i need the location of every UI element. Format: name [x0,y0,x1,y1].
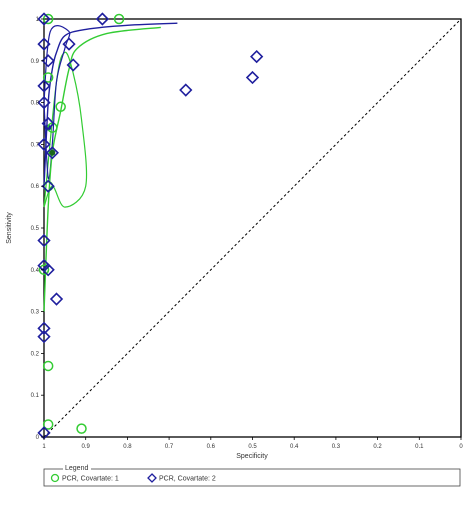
legend-item-2-marker [147,473,157,483]
legend-box [43,468,461,487]
x-tick-label: 0.4 [290,444,299,450]
x-axis-label: Specificity [236,453,268,460]
y-axis-ticks: 0 0.1 0.2 0.3 0.4 0.5 0.6 0.7 0.8 0.9 1 [31,17,44,441]
series-2-point [66,58,80,72]
y-tick-label: 0.8 [31,101,40,107]
reference-diagonal-line [43,18,462,438]
y-tick-label: 0.2 [31,351,40,357]
series-1-point [42,72,54,83]
x-tick-label: 0.9 [82,444,91,450]
legend-items: PCR, Covartate: 1 PCR, Covartate: 2 [50,473,216,483]
y-tick-label: 0.6 [31,184,40,190]
series-2-point [245,70,260,85]
series-1-point [55,101,66,113]
series-1-point [76,423,87,434]
y-tick-label: 0.9 [31,59,40,65]
confidence-contour-layer [43,25,88,208]
series-1-point [113,13,125,25]
series-2-point [95,12,110,26]
reference-line-layer [43,18,462,438]
series-2-point [37,330,51,344]
sroc-curve-layer [43,22,178,312]
series-2-point [37,321,51,335]
y-tick-label: 0 [36,435,40,441]
series-2-confidence-contour [43,25,71,180]
series-2-point [49,292,64,306]
y-tick-label: 0.7 [31,142,40,148]
legend-title-bg [63,464,91,472]
legend-title: Legend [65,465,88,472]
series-2-point [37,12,51,26]
y-tick-label: 1 [36,17,40,23]
series-2-point [37,95,51,110]
x-tick-label: 0 [459,444,463,450]
x-tick-label: 0.3 [332,444,341,450]
y-tick-label: 0.1 [31,393,40,399]
series-2-point [37,37,51,51]
series-2-point [37,137,51,152]
series-2-point [179,83,193,97]
series-2-point [41,263,55,277]
x-tick-label: 1 [42,444,46,450]
x-tick-label: 0.1 [415,444,424,450]
x-tick-label: 0.6 [207,444,216,450]
series-2-point [37,79,51,93]
legend-item-2-label: PCR, Covartate: 2 [159,476,216,483]
series-2-point [37,233,51,248]
legend-item-1-marker [50,473,60,483]
y-tick-label: 0.4 [31,268,40,274]
y-tick-label: 0.3 [31,310,40,316]
data-points-layer [37,12,264,440]
series-2-point [45,146,59,160]
series-2-point [41,54,55,68]
series-2-point [41,116,55,131]
series-2-point [250,49,264,64]
legend: Legend PCR, Covartate: 1 PCR, Covartate: … [43,464,461,487]
series-1-point [42,360,54,372]
series-1-summary-point [49,149,56,156]
legend-item-1-label: PCR, Covartate: 1 [62,476,119,483]
series-1-point [42,419,54,430]
y-axis-label: Sensitivity [6,212,13,244]
x-tick-label: 0.8 [123,444,132,450]
x-axis-ticks: 1 0.9 0.8 0.7 0.6 0.5 0.4 0.3 0.2 0.1 0 [42,437,463,450]
series-2-point [62,37,76,51]
series-1-sroc-curve [43,26,161,312]
x-tick-label: 0.5 [248,444,257,450]
y-tick-label: 0.5 [31,226,40,232]
series-1-point [38,264,50,276]
series-2-sroc-curve [43,22,178,187]
x-tick-label: 0.2 [373,444,382,450]
series-2-point [41,179,55,193]
x-tick-label: 0.7 [165,444,174,450]
